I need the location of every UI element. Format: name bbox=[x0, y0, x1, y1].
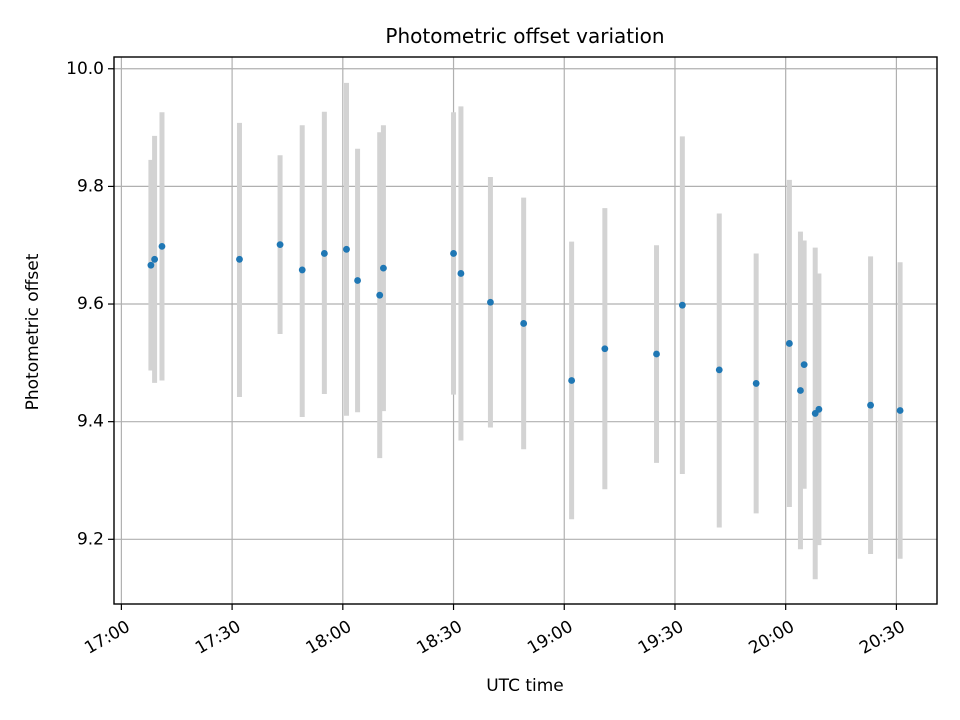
data-point-13 bbox=[487, 298, 494, 306]
axes-frame bbox=[113, 56, 938, 605]
x-axis-label: UTC time bbox=[486, 676, 564, 696]
data-point-23 bbox=[800, 361, 808, 369]
y-tick-label-2: 9.6 bbox=[77, 294, 104, 314]
data-point-16 bbox=[601, 345, 609, 353]
y-tick-label-4: 10.0 bbox=[66, 59, 104, 79]
data-point-17 bbox=[653, 350, 660, 358]
y-tick-label-3: 9.8 bbox=[77, 176, 104, 196]
data-point-3 bbox=[236, 255, 243, 263]
chart-title: Photometric offset variation bbox=[385, 24, 664, 48]
data-point-1 bbox=[151, 255, 158, 263]
data-point-6 bbox=[320, 250, 328, 257]
data-point-9 bbox=[376, 291, 384, 299]
data-point-10 bbox=[380, 264, 387, 272]
data-point-14 bbox=[520, 320, 528, 327]
data-point-18 bbox=[678, 301, 686, 309]
y-tick-label-0: 9.2 bbox=[77, 529, 104, 549]
data-point-21 bbox=[785, 340, 793, 347]
data-point-27 bbox=[896, 407, 904, 414]
data-point-0 bbox=[147, 261, 155, 269]
data-point-20 bbox=[752, 380, 760, 387]
data-point-12 bbox=[457, 270, 465, 277]
data-point-15 bbox=[568, 377, 576, 384]
data-point-7 bbox=[343, 245, 350, 253]
data-point-22 bbox=[797, 387, 804, 394]
y-tick-label-1: 9.4 bbox=[77, 412, 104, 432]
data-point-26 bbox=[867, 401, 874, 409]
y-axis-label: Photometric offset bbox=[23, 253, 43, 410]
data-point-11 bbox=[450, 250, 457, 257]
data-point-5 bbox=[298, 266, 306, 274]
data-point-2 bbox=[158, 242, 166, 250]
data-point-4 bbox=[276, 241, 284, 249]
data-point-25 bbox=[815, 405, 823, 413]
data-point-8 bbox=[354, 277, 361, 284]
data-point-19 bbox=[715, 366, 723, 374]
